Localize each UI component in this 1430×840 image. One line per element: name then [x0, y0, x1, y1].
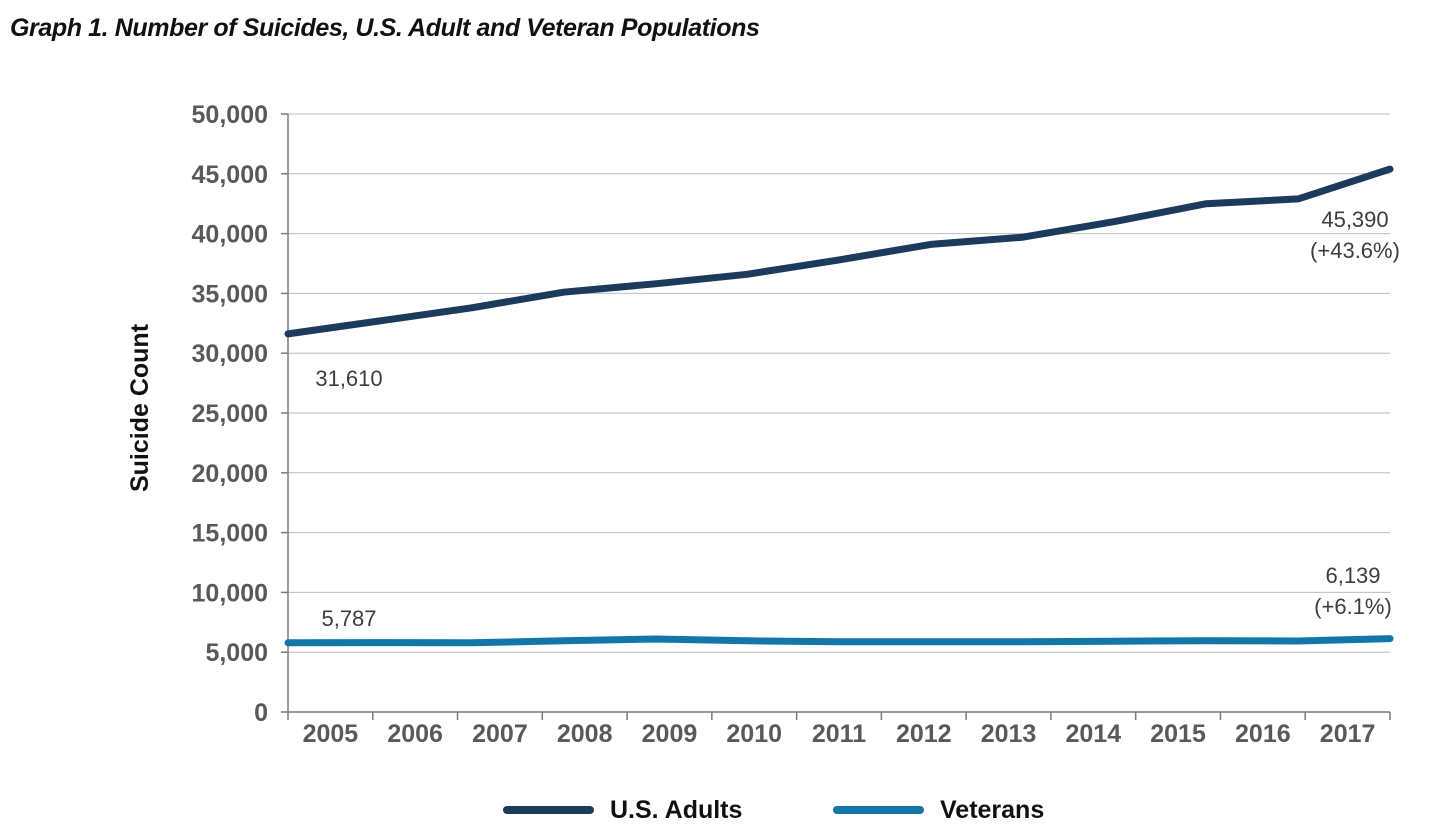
data-label: 6,139 — [1325, 563, 1380, 588]
x-tick-label: 2015 — [1150, 720, 1206, 748]
data-label: 31,610 — [315, 366, 382, 391]
x-tick-label: 2009 — [642, 720, 698, 748]
x-tick-label: 2012 — [896, 720, 952, 748]
legend-label: Veterans — [940, 796, 1044, 824]
series-line-1 — [284, 635, 1394, 647]
axes — [281, 113, 1391, 720]
y-tick-label: 25,000 — [192, 400, 268, 428]
y-tick-label: 15,000 — [192, 520, 268, 548]
y-tick-label: 30,000 — [192, 340, 268, 368]
data-label: 5,787 — [321, 606, 376, 631]
x-tick-labels: 2005 2006 2007 2008 2009 2010 2011 2012 2013 2014… — [303, 720, 1376, 748]
y-tick-label: 10,000 — [192, 579, 268, 607]
legend: U.S. Adults Veterans — [503, 796, 1044, 824]
chart-title: Graph 1. Number of Suicides, U.S. Adult … — [10, 14, 760, 42]
y-tick-label: 0 — [254, 699, 268, 727]
data-annotations: 31,610 45,390 (+43.6%) 5,787 6,139 (+6.1%) — [315, 207, 1400, 631]
legend-label: U.S. Adults — [610, 796, 742, 824]
x-tick-label: 2011 — [812, 720, 866, 748]
x-tick-label: 2010 — [726, 720, 782, 748]
x-tick-label: 2006 — [387, 720, 443, 748]
y-tick-label: 20,000 — [192, 460, 268, 488]
y-axis-label: Suicide Count — [126, 323, 154, 492]
gridlines — [288, 113, 1390, 653]
y-tick-labels: 0 5,000 10,000 15,000 20,000 25,000 30,000 35,0… — [192, 101, 268, 727]
x-tick-label: 2017 — [1320, 720, 1376, 748]
y-tick-label: 50,000 — [192, 101, 268, 129]
y-tick-label: 40,000 — [192, 221, 268, 249]
y-tick-label: 45,000 — [192, 161, 268, 189]
x-tick-label: 2014 — [1065, 720, 1121, 748]
x-tick-label: 2013 — [981, 720, 1037, 748]
data-label: 45,390 — [1321, 207, 1388, 232]
data-label: (+43.6%) — [1310, 238, 1400, 263]
series-lines — [284, 165, 1394, 647]
y-tick-label: 5,000 — [205, 639, 268, 667]
x-tick-label: 2008 — [557, 720, 613, 748]
x-tick-label: 2005 — [303, 720, 359, 748]
y-tick-label: 35,000 — [192, 280, 268, 308]
series-line-0 — [284, 165, 1394, 338]
x-tick-label: 2007 — [472, 720, 528, 748]
data-label: (+6.1%) — [1314, 594, 1392, 619]
x-tick-label: 2016 — [1235, 720, 1291, 748]
